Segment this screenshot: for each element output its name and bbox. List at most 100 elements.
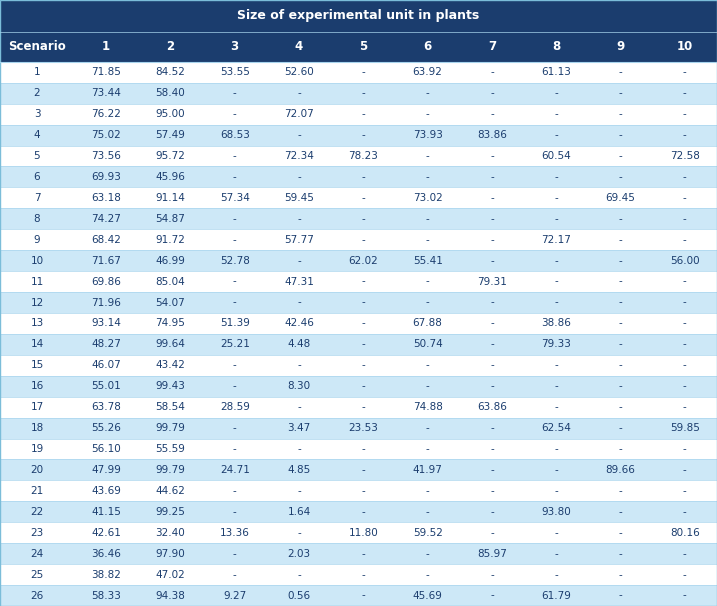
Text: -: - [490, 318, 494, 328]
Bar [0, 481, 717, 501]
Text: -: - [297, 361, 301, 370]
Text: 21: 21 [30, 486, 44, 496]
Bar [0, 585, 717, 606]
Text: 36.46: 36.46 [91, 548, 121, 559]
Text: 71.85: 71.85 [91, 67, 121, 78]
Text: -: - [554, 256, 558, 265]
Text: 73.02: 73.02 [413, 193, 442, 203]
Text: 11.80: 11.80 [348, 528, 378, 538]
Bar [0, 104, 717, 125]
Text: -: - [233, 88, 237, 98]
Text: 45.96: 45.96 [156, 172, 186, 182]
Text: -: - [619, 256, 622, 265]
Text: 16: 16 [30, 381, 44, 391]
Text: 71.96: 71.96 [91, 298, 121, 307]
Text: -: - [361, 298, 365, 307]
Text: -: - [490, 193, 494, 203]
Bar [0, 62, 717, 83]
Text: -: - [233, 423, 237, 433]
Text: -: - [361, 172, 365, 182]
Text: -: - [683, 276, 687, 287]
Text: 41.97: 41.97 [413, 465, 442, 475]
Text: -: - [490, 298, 494, 307]
Bar [0, 459, 717, 481]
Bar [0, 208, 717, 229]
Text: -: - [683, 109, 687, 119]
Text: Size of experimental unit in plants: Size of experimental unit in plants [237, 9, 480, 22]
Text: 62.54: 62.54 [541, 423, 571, 433]
Text: 3: 3 [231, 40, 239, 53]
Text: 4.85: 4.85 [288, 465, 310, 475]
Text: 63.18: 63.18 [91, 193, 121, 203]
Text: Scenario: Scenario [8, 40, 66, 53]
Text: 46.07: 46.07 [91, 361, 121, 370]
Text: -: - [619, 88, 622, 98]
Text: -: - [619, 172, 622, 182]
Text: 99.64: 99.64 [156, 339, 186, 350]
Text: 9.27: 9.27 [223, 590, 247, 601]
Text: 41.15: 41.15 [91, 507, 121, 517]
Text: -: - [619, 276, 622, 287]
Bar [0, 313, 717, 334]
Text: 12: 12 [30, 298, 44, 307]
Text: 54.87: 54.87 [156, 214, 186, 224]
Text: -: - [426, 548, 429, 559]
Text: -: - [361, 214, 365, 224]
Text: 93.80: 93.80 [541, 507, 571, 517]
Text: 42.61: 42.61 [91, 528, 121, 538]
Text: 3: 3 [34, 109, 40, 119]
Bar [0, 250, 717, 271]
Text: -: - [490, 465, 494, 475]
Text: -: - [619, 507, 622, 517]
Text: 80.16: 80.16 [670, 528, 700, 538]
Text: 11: 11 [30, 276, 44, 287]
Text: -: - [490, 444, 494, 454]
Text: 1: 1 [102, 40, 110, 53]
Text: -: - [426, 276, 429, 287]
Text: 99.79: 99.79 [156, 465, 186, 475]
Text: -: - [233, 276, 237, 287]
Text: 57.77: 57.77 [284, 235, 314, 245]
Text: 55.59: 55.59 [156, 444, 186, 454]
Text: 17: 17 [30, 402, 44, 412]
Text: -: - [619, 339, 622, 350]
Text: -: - [297, 444, 301, 454]
Bar [0, 564, 717, 585]
Text: -: - [554, 381, 558, 391]
Text: -: - [361, 88, 365, 98]
Text: 58.40: 58.40 [156, 88, 185, 98]
Text: -: - [233, 444, 237, 454]
Text: 95.00: 95.00 [156, 109, 185, 119]
Text: 63.86: 63.86 [477, 402, 507, 412]
Text: -: - [683, 444, 687, 454]
Text: 23.53: 23.53 [348, 423, 379, 433]
Text: -: - [683, 298, 687, 307]
Bar [0, 0, 717, 32]
Bar [0, 334, 717, 355]
Text: 5: 5 [359, 40, 367, 53]
Text: 71.67: 71.67 [91, 256, 121, 265]
Text: 23: 23 [30, 528, 44, 538]
Text: -: - [426, 423, 429, 433]
Text: 73.93: 73.93 [413, 130, 442, 140]
Text: -: - [554, 528, 558, 538]
Text: 55.41: 55.41 [413, 256, 442, 265]
Text: 74.88: 74.88 [413, 402, 442, 412]
Text: -: - [554, 298, 558, 307]
Text: -: - [297, 172, 301, 182]
Text: -: - [619, 235, 622, 245]
Text: 9: 9 [34, 235, 40, 245]
Text: -: - [361, 465, 365, 475]
Text: 47.31: 47.31 [284, 276, 314, 287]
Text: -: - [554, 444, 558, 454]
Text: 8: 8 [552, 40, 561, 53]
Text: 43.42: 43.42 [156, 361, 186, 370]
Text: 9: 9 [617, 40, 625, 53]
Text: -: - [554, 402, 558, 412]
Text: -: - [683, 402, 687, 412]
Text: 94.38: 94.38 [156, 590, 186, 601]
Text: 69.86: 69.86 [91, 276, 121, 287]
Text: -: - [683, 381, 687, 391]
Bar [0, 32, 717, 62]
Text: 1: 1 [34, 67, 40, 78]
